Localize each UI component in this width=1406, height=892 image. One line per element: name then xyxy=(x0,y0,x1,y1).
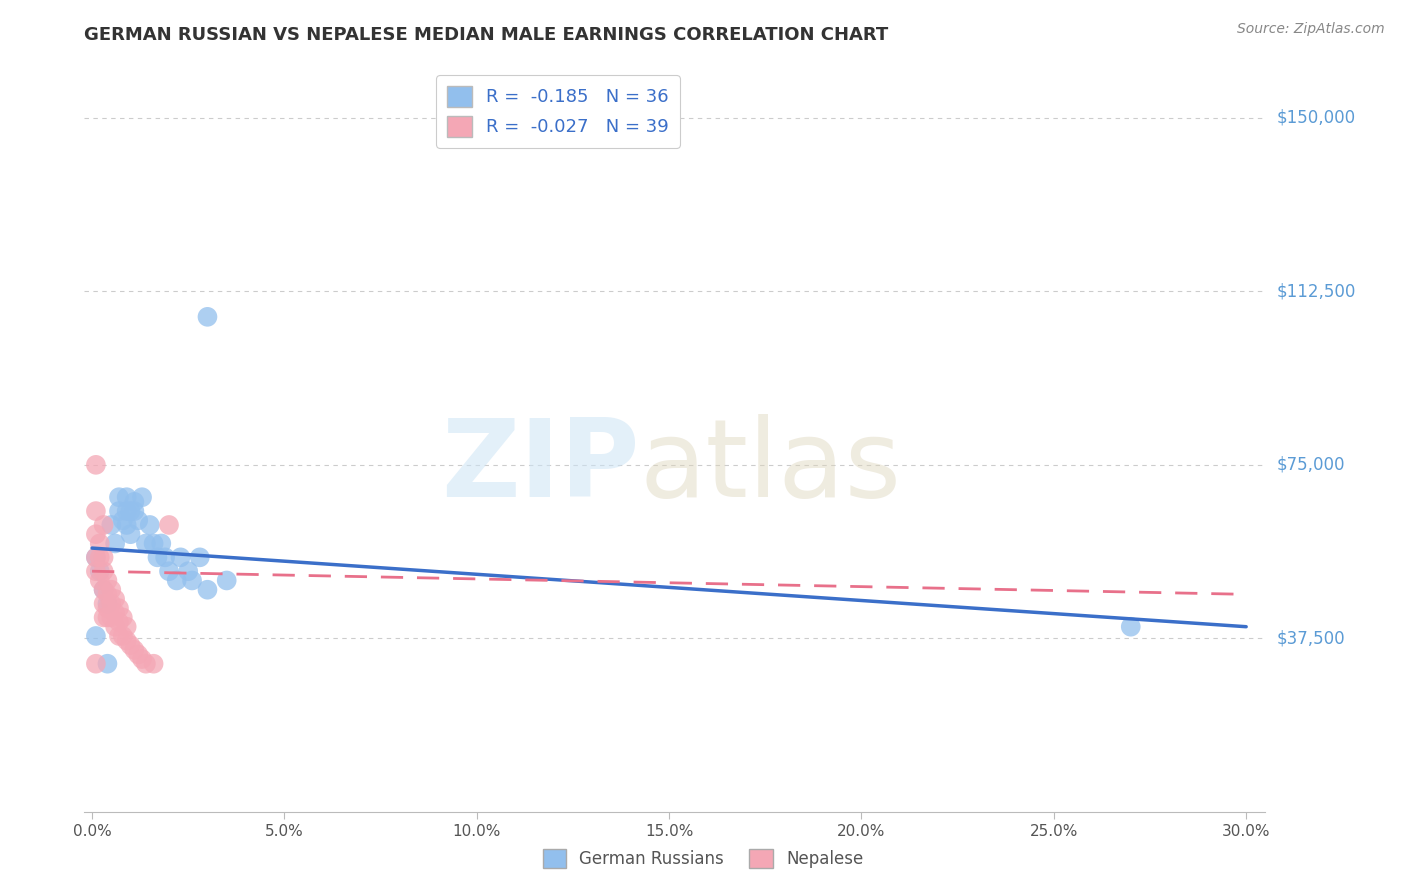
Point xyxy=(111,513,134,527)
Point xyxy=(131,490,153,504)
Text: $150,000: $150,000 xyxy=(1277,109,1355,127)
Point xyxy=(93,582,115,597)
Point xyxy=(111,610,134,624)
Point xyxy=(89,564,111,578)
Point xyxy=(131,652,153,666)
Point xyxy=(115,490,138,504)
Point xyxy=(127,513,149,527)
Point xyxy=(135,657,157,671)
Point xyxy=(84,504,107,518)
Point xyxy=(84,527,107,541)
Point xyxy=(104,591,127,606)
Point xyxy=(157,564,180,578)
Point xyxy=(115,620,138,634)
Point xyxy=(108,629,131,643)
Point xyxy=(93,582,115,597)
Point xyxy=(89,550,111,565)
Point xyxy=(84,550,107,565)
Point xyxy=(100,610,122,624)
Point xyxy=(100,582,122,597)
Point xyxy=(108,615,131,629)
Text: $112,500: $112,500 xyxy=(1277,283,1355,301)
Point xyxy=(96,610,118,624)
Point xyxy=(93,518,115,533)
Text: atlas: atlas xyxy=(640,414,901,520)
Point xyxy=(157,518,180,533)
Point xyxy=(96,574,118,588)
Legend: R =  -0.185   N = 36, R =  -0.027   N = 39: R = -0.185 N = 36, R = -0.027 N = 39 xyxy=(436,75,681,147)
Point xyxy=(139,518,162,533)
Point xyxy=(84,564,107,578)
Text: ZIP: ZIP xyxy=(441,414,640,520)
Point xyxy=(120,504,142,518)
Point xyxy=(124,643,146,657)
Point xyxy=(166,574,188,588)
Point xyxy=(177,564,200,578)
Point xyxy=(115,518,138,533)
Point xyxy=(104,620,127,634)
Point xyxy=(169,550,191,565)
Point xyxy=(108,490,131,504)
Point xyxy=(215,574,238,588)
Point xyxy=(89,536,111,550)
Text: Source: ZipAtlas.com: Source: ZipAtlas.com xyxy=(1237,22,1385,37)
Point xyxy=(120,527,142,541)
Legend: German Russians, Nepalese: German Russians, Nepalese xyxy=(536,842,870,875)
Point xyxy=(108,601,131,615)
Point xyxy=(142,657,165,671)
Point xyxy=(84,458,107,472)
Point xyxy=(93,564,115,578)
Point xyxy=(93,610,115,624)
Point xyxy=(108,504,131,518)
Point xyxy=(84,657,107,671)
Point xyxy=(96,587,118,601)
Point xyxy=(124,495,146,509)
Text: $37,500: $37,500 xyxy=(1277,629,1346,648)
Point xyxy=(100,518,122,533)
Point xyxy=(153,550,176,565)
Text: GERMAN RUSSIAN VS NEPALESE MEDIAN MALE EARNINGS CORRELATION CHART: GERMAN RUSSIAN VS NEPALESE MEDIAN MALE E… xyxy=(84,26,889,45)
Point xyxy=(93,597,115,611)
Point xyxy=(197,582,219,597)
Point xyxy=(127,648,149,662)
Point xyxy=(135,536,157,550)
Point xyxy=(100,597,122,611)
Point xyxy=(142,536,165,550)
Point xyxy=(111,629,134,643)
Point xyxy=(150,536,173,550)
Point xyxy=(104,536,127,550)
Point xyxy=(84,629,107,643)
Point xyxy=(181,574,204,588)
Point xyxy=(188,550,211,565)
Point xyxy=(146,550,169,565)
Point xyxy=(84,550,107,565)
Point xyxy=(115,633,138,648)
Point xyxy=(197,310,219,324)
Point xyxy=(124,504,146,518)
Point xyxy=(93,550,115,565)
Point xyxy=(96,657,118,671)
Point xyxy=(89,574,111,588)
Point xyxy=(120,638,142,652)
Point xyxy=(96,601,118,615)
Point xyxy=(96,597,118,611)
Point xyxy=(104,606,127,620)
Point xyxy=(1119,620,1142,634)
Point xyxy=(115,504,138,518)
Text: $75,000: $75,000 xyxy=(1277,456,1346,474)
